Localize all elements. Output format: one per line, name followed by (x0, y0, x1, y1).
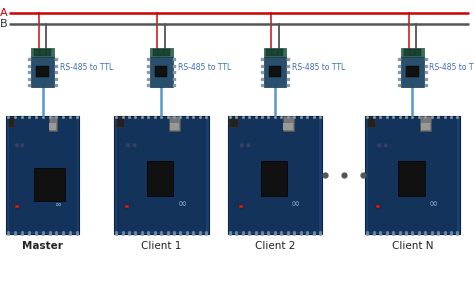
Text: Master: Master (22, 241, 63, 251)
Bar (164, 49, 170, 56)
Ellipse shape (20, 143, 24, 147)
Bar (415, 49, 421, 56)
Bar (31, 57, 54, 87)
Bar (269, 66, 281, 77)
Bar (261, 161, 287, 196)
Bar (34, 168, 64, 201)
Bar (420, 116, 431, 131)
Bar (155, 66, 167, 77)
Text: A: A (0, 8, 7, 18)
Bar (229, 117, 238, 127)
Text: ∞: ∞ (177, 199, 187, 210)
Bar (150, 48, 173, 57)
Text: B: B (0, 19, 7, 29)
Bar (125, 205, 129, 208)
Bar (8, 117, 14, 127)
Bar (421, 123, 430, 130)
Bar (278, 49, 283, 56)
Bar (147, 161, 173, 196)
Bar (272, 49, 278, 56)
Text: ∞: ∞ (54, 200, 61, 209)
Bar (153, 49, 158, 56)
Bar (15, 205, 18, 208)
Text: ∞: ∞ (291, 199, 301, 210)
Bar (34, 49, 40, 56)
Bar (401, 48, 424, 57)
Bar (410, 49, 415, 56)
Bar (230, 117, 319, 232)
Bar (406, 66, 419, 77)
Bar (48, 116, 57, 131)
Bar (116, 117, 124, 127)
Ellipse shape (126, 143, 130, 147)
Text: RS-485 to TTL: RS-485 to TTL (60, 63, 113, 72)
Bar (264, 48, 286, 57)
Ellipse shape (384, 143, 388, 147)
Bar (283, 123, 293, 130)
Text: RS-485 to TTL: RS-485 to TTL (178, 63, 231, 72)
Bar (239, 205, 243, 208)
Bar (158, 49, 164, 56)
Bar (169, 116, 180, 131)
Bar (9, 117, 76, 232)
Bar (368, 117, 457, 232)
Bar (31, 48, 54, 57)
Bar (283, 116, 294, 131)
Ellipse shape (377, 143, 381, 147)
Bar (46, 49, 51, 56)
Text: ∞: ∞ (428, 199, 438, 210)
Bar (365, 116, 460, 234)
Bar (367, 117, 375, 127)
Bar (49, 123, 56, 130)
Ellipse shape (246, 143, 250, 147)
Bar (36, 66, 49, 77)
Ellipse shape (133, 143, 137, 147)
Bar (264, 57, 286, 87)
Bar (376, 205, 380, 208)
Bar (266, 49, 272, 56)
Bar (398, 161, 425, 196)
Bar (404, 49, 410, 56)
Text: RS-485 to TTL: RS-485 to TTL (292, 63, 345, 72)
Bar (401, 57, 424, 87)
Text: Client N: Client N (392, 241, 433, 251)
Text: Client 1: Client 1 (141, 241, 182, 251)
Bar (150, 57, 173, 87)
Text: Client 2: Client 2 (255, 241, 295, 251)
Text: RS-485 to TTL: RS-485 to TTL (429, 63, 474, 72)
Ellipse shape (15, 143, 19, 147)
Bar (114, 116, 209, 234)
Bar (117, 117, 206, 232)
Ellipse shape (240, 143, 244, 147)
Bar (170, 123, 179, 130)
Bar (6, 116, 79, 234)
Bar (40, 49, 46, 56)
Bar (228, 116, 322, 234)
